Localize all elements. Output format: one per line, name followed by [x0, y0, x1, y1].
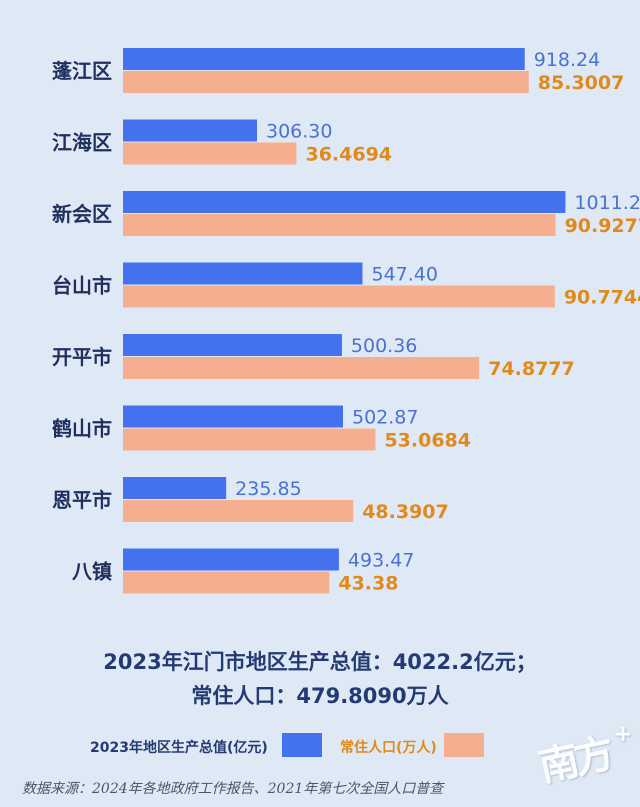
data-label-population: 90.9277 [565, 215, 640, 237]
data-label-gdp: 500.36 [351, 335, 417, 357]
bar-population [123, 142, 297, 165]
bar-population [123, 285, 555, 308]
data-label-gdp: 306.30 [266, 121, 332, 143]
legend-label-gdp: 2023年地区生产总值(亿元) [90, 740, 268, 756]
data-label-gdp: 235.85 [235, 478, 301, 500]
bar-gdp [123, 119, 258, 142]
category-label: 新会区 [52, 202, 112, 226]
logo-text: 南方 [534, 729, 615, 791]
data-label-gdp: 918.24 [534, 49, 600, 71]
legend-swatch-population [444, 733, 484, 757]
data-label-population: 48.3907 [362, 501, 449, 523]
summary-gdp: 2023年江门市地区生产总值：4022.2亿元； [103, 650, 537, 674]
bar-population [123, 500, 354, 522]
data-label-population: 36.4694 [305, 144, 392, 166]
data-label-gdp: 502.87 [352, 407, 418, 429]
data-label-gdp: 547.40 [371, 264, 437, 286]
bar-population [123, 571, 330, 594]
bar-population [123, 71, 529, 93]
data-label-population: 90.7744 [564, 287, 640, 309]
nanfang-logo: 南方 + [535, 722, 633, 792]
data-label-population: 53.0684 [384, 430, 471, 452]
logo-plus-icon: + [614, 722, 633, 747]
category-label: 鹤山市 [52, 417, 112, 441]
data-label-gdp: 493.47 [348, 550, 414, 572]
bar-gdp [123, 477, 227, 499]
category-label: 蓬江区 [52, 59, 112, 83]
bar-gdp [123, 334, 342, 356]
bar-gdp [123, 405, 344, 428]
legend-label-population: 常住人口(万人) [340, 740, 437, 756]
bar-population [123, 214, 556, 236]
bar-gdp [123, 191, 566, 213]
category-label: 江海区 [52, 131, 112, 155]
category-label: 恩平市 [52, 488, 112, 512]
category-label: 八镇 [72, 560, 112, 584]
data-label-gdp: 1011.25 [574, 192, 640, 214]
bar-gdp [123, 262, 363, 285]
bar-gdp [123, 48, 525, 70]
data-label-population: 74.8777 [488, 358, 575, 380]
legend-swatch-gdp [282, 733, 322, 757]
data-label-population: 43.38 [338, 573, 398, 595]
bar-gdp [123, 548, 339, 571]
category-label: 台山市 [52, 274, 112, 298]
bar-population [123, 357, 480, 379]
data-label-population: 85.3007 [538, 72, 625, 94]
category-label: 开平市 [52, 345, 112, 369]
bar-population [123, 428, 376, 451]
source-note: 数据来源：2024年各地政府工作报告、2021年第七次全国人口普查 [22, 781, 444, 797]
summary-population: 常住人口：479.8090万人 [191, 684, 449, 708]
